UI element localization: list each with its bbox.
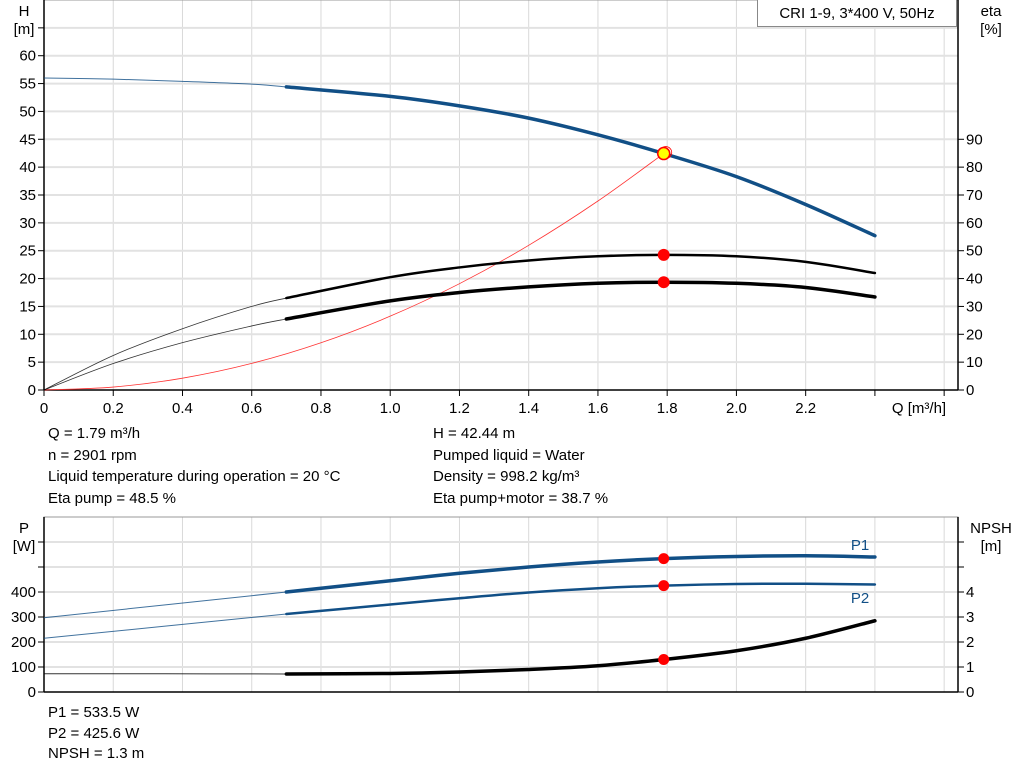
y-axis-unit-left: [W] (13, 538, 36, 555)
npsh-operating-point (658, 654, 670, 665)
y-tick-label-right: 20 (966, 326, 983, 343)
speed-readout: n = 2901 rpm (48, 446, 137, 464)
head-curve (284, 85, 877, 238)
info-top-right: H = 42.44 m Pumped liquid = Water Densit… (433, 423, 608, 509)
y-tick-label-left: 45 (19, 131, 36, 148)
y-tick-label-right: 10 (966, 354, 983, 371)
eta-pump-operating-point (657, 248, 670, 261)
y-tick-label-left: 60 (19, 48, 36, 65)
system-curve (43, 153, 664, 391)
plot-frame (43, 516, 959, 693)
p2-operating-point (658, 580, 670, 592)
y-tick-label-right: 80 (966, 159, 983, 176)
y-tick-label-right: 1 (966, 659, 974, 676)
y-tick-label-left: 200 (11, 634, 36, 651)
y-tick-label-right: 50 (966, 243, 983, 260)
eta-pump-motor-curve-extrapolated (43, 318, 287, 391)
x-tick-label: 2.0 (726, 400, 747, 417)
eta-pump-motor-curve (284, 280, 877, 321)
y-tick-label-left: 40 (19, 159, 36, 176)
p1-series-label: P1 (851, 537, 869, 554)
npsh-curve (284, 619, 877, 676)
y-tick-label-left: 400 (11, 584, 36, 601)
eta-pump-readout: Eta pump = 48.5 % (48, 489, 176, 507)
x-tick-label: 0.6 (241, 400, 262, 417)
x-axis-label: Q [m³/h] (892, 400, 946, 417)
x-tick-label: 1.4 (518, 400, 539, 417)
y-axis-label-right: eta (981, 3, 1003, 20)
x-tick-label: 1.6 (588, 400, 609, 417)
y-tick-label-right: 40 (966, 271, 983, 288)
p1-readout: P1 = 533.5 W (48, 704, 140, 721)
p2-readout: P2 = 425.6 W (48, 724, 140, 742)
eta-pump-curve (285, 253, 877, 300)
pumped-liquid-readout: Pumped liquid = Water (433, 446, 585, 464)
info-top-left: Q = 1.79 m³/h n = 2901 rpm Liquid temper… (48, 423, 340, 509)
y-tick-label-left: 50 (19, 103, 36, 120)
y-axis-label-left: P (19, 520, 29, 537)
y-tick-label-left: 30 (19, 215, 36, 232)
x-tick-label: 1.8 (657, 400, 678, 417)
y-tick-label-right: 3 (966, 609, 974, 626)
y-tick-label-right: 2 (966, 634, 974, 651)
y-tick-label-right: 30 (966, 298, 983, 315)
x-tick-label: 1.2 (449, 400, 470, 417)
y-tick-label-left: 15 (19, 298, 36, 315)
x-tick-label: 0.2 (103, 400, 124, 417)
y-axis-label-left: H (19, 3, 30, 20)
y-tick-label-left: 35 (19, 187, 36, 204)
y-tick-label-right: 90 (966, 131, 983, 148)
y-axis-unit-right: [%] (980, 21, 1002, 38)
y-tick-label-left: 5 (28, 354, 36, 371)
y-axis-label-right: NPSH (970, 520, 1012, 537)
duty-point-marker (656, 146, 671, 161)
eta-pump-curve-extrapolated (43, 297, 287, 391)
head-readout: H = 42.44 m (433, 425, 516, 442)
density-readout: Density = 998.2 kg/m³ (433, 468, 580, 485)
p2-curve-extrapolated (43, 613, 287, 639)
pump-model-legend: CRI 1-9, 3*400 V, 50Hz (757, 0, 957, 27)
y-tick-label-left: 300 (11, 609, 36, 626)
y-tick-label-right: 0 (966, 382, 974, 399)
p1-curve-extrapolated (43, 591, 287, 619)
y-tick-label-left: 100 (11, 659, 36, 676)
y-tick-label-left: 55 (19, 76, 36, 93)
x-tick-label: 0.4 (172, 400, 193, 417)
y-axis-unit-left: [m] (14, 21, 35, 38)
y-tick-label-left: 0 (28, 382, 36, 399)
p2-series-label: P2 (851, 590, 869, 607)
eta-pump-motor-readout: Eta pump+motor = 38.7 % (433, 489, 609, 507)
p1-operating-point (658, 553, 670, 565)
y-tick-label-left: 20 (19, 271, 36, 288)
x-tick-label: 0 (40, 400, 48, 417)
x-tick-label: 2.2 (795, 400, 816, 417)
x-tick-label: 1.0 (380, 400, 401, 417)
y-tick-label-right: 70 (966, 187, 983, 204)
liquid-temperature-readout: Liquid temperature during operation = 20… (48, 468, 341, 485)
eta-pump-motor-operating-point (657, 276, 670, 289)
y-tick-label-left: 25 (19, 243, 36, 260)
y-tick-label-right: 4 (966, 584, 974, 601)
head-curve-extrapolated (43, 77, 287, 88)
x-tick-label: 0.8 (311, 400, 332, 417)
npsh-readout: NPSH = 1.3 m (48, 745, 145, 762)
y-tick-label-right: 0 (966, 684, 974, 701)
info-bottom: P1 = 533.5 W P2 = 425.6 W NPSH = 1.3 m (48, 703, 144, 765)
y-axis-unit-right: [m] (981, 538, 1002, 555)
y-tick-label-left: 10 (19, 326, 36, 343)
flow-readout: Q = 1.79 m³/h (48, 425, 141, 442)
y-tick-label-left: 0 (28, 684, 36, 701)
y-tick-label-right: 60 (966, 215, 983, 232)
p1-curve (284, 553, 877, 594)
p2-curve (285, 582, 877, 616)
